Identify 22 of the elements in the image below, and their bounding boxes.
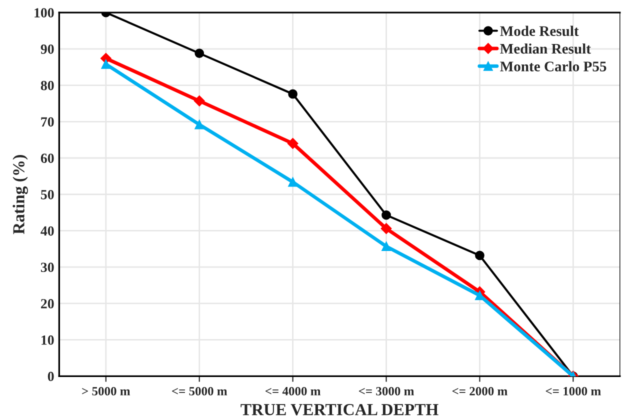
legend-label: Monte Carlo P55	[500, 61, 606, 72]
legend-label: Mode Result	[500, 26, 579, 36]
y-tick-label: 10	[42, 335, 54, 345]
y-tick-label: 0	[48, 372, 54, 382]
x-axis-title: TRUE VERTICAL DEPTH	[240, 404, 438, 416]
x-tick-label: <= 1000 m	[546, 386, 601, 396]
x-tick-label: <= 3000 m	[358, 386, 414, 396]
y-tick-label: 20	[41, 299, 54, 308]
y-tick-label: 100	[34, 8, 54, 18]
x-tick-label: > 5000 m	[82, 386, 130, 396]
y-tick-label: 90	[40, 44, 54, 54]
y-tick-label: 70	[41, 117, 54, 127]
y-tick-label: 60	[40, 154, 54, 163]
x-tick-label: <= 4000 m	[265, 386, 321, 396]
y-tick-label: 30	[40, 262, 54, 272]
y-tick-label: 40	[40, 226, 54, 236]
x-tick-label: <= 5000 m	[172, 386, 228, 396]
legend-label: Median Result	[500, 43, 591, 54]
y-tick-label: 50	[40, 190, 54, 200]
y-axis-title: Rating (%)	[12, 155, 28, 234]
x-tick-label: <= 2000 m	[452, 386, 508, 396]
y-tick-label: 80	[40, 80, 54, 90]
